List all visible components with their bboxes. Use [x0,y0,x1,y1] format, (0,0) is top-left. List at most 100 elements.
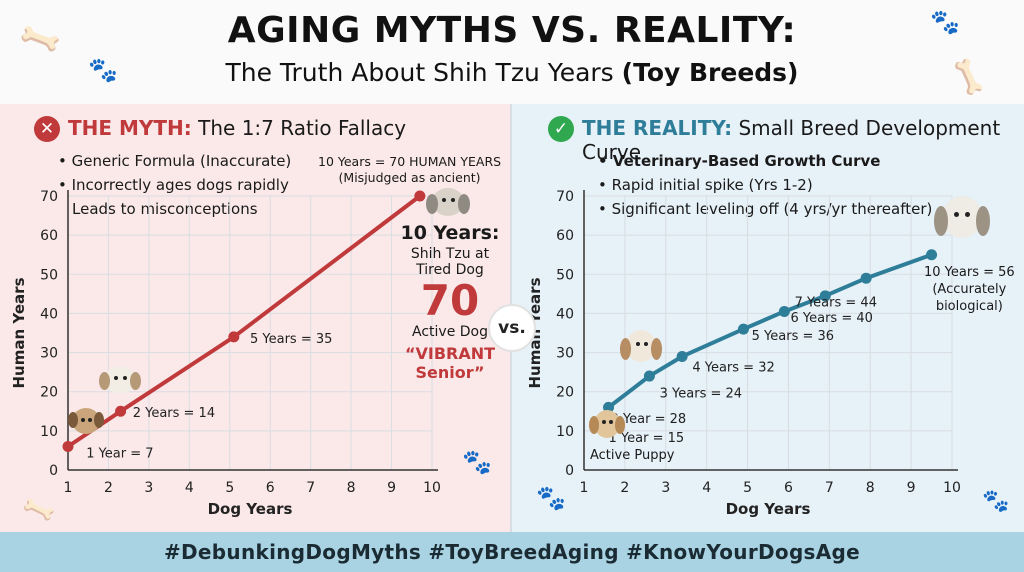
reality-bullet-bold: • Veterinary-Based Growth Curve [598,152,881,170]
x-tick-label: 8 [347,480,356,496]
myth-side-number: 70 [420,276,480,325]
myth-heading: THE MYTH: The 1:7 Ratio Fallacy [68,116,406,140]
data-point [778,305,790,317]
myth-side-quote: “VIBRANT [404,344,496,363]
data-point [676,350,688,362]
myth-side-tired: Tired Dog [416,262,484,278]
y-tick-label: 50 [556,267,574,283]
myth-callout-line2: (Misjudged as ancient) [338,170,481,185]
myth-side-subtitle: Shih Tzu at [410,246,490,262]
data-point [228,331,240,343]
y-tick-label: 70 [40,189,58,205]
y-tick-label: 50 [40,267,58,283]
check-mark-icon: ✓ [548,116,574,142]
reality-callout-line3: biological) [935,299,1003,314]
y-tick-label: 30 [40,346,58,362]
data-point [115,405,127,417]
x-tick-label: 1 [64,480,73,496]
y-tick-label: 60 [40,228,58,244]
page-title: AGING MYTHS VS. REALITY: [227,10,797,51]
x-tick-label: 6 [784,480,793,496]
reality-heading-keyword: THE REALITY: [582,116,733,140]
reality-callout-line1: 10 Years = 56 [924,265,1015,280]
y-tick-label: 20 [556,385,574,401]
data-label: 2 Years = 14 [133,406,215,421]
myth-side-active: Active Dog [412,324,488,340]
data-label: 5 Years = 35 [250,332,332,347]
young-dog-illustration [618,326,662,372]
data-label: 3 Years = 24 [660,387,742,402]
x-tick-label: 3 [144,480,153,496]
vs-badge: vs. [488,304,536,352]
puppy-label: Active Puppy [590,448,675,463]
data-point [860,272,872,284]
myth-note: Leads to misconceptions [72,200,258,218]
x-tick-label: 1 [580,480,589,496]
data-point [414,190,426,202]
x-tick-label: 7 [306,480,315,496]
myth-callout-line1: 10 Years = 70 HUMAN YEARS [318,154,502,169]
x-tick-label: 8 [866,480,875,496]
myth-side-title: 10 Years: [400,222,500,244]
paw-icon: 🐾 [88,56,118,84]
x-tick-label: 6 [266,480,275,496]
x-tick-label: 3 [661,480,670,496]
myth-side-quote: Senior” [415,363,485,382]
myth-bullet: • Generic Formula (Inaccurate) [58,152,292,170]
data-label: 7 Years = 44 [795,295,877,310]
reality-heading-text: Small Breed Development Curve [582,116,1001,164]
y-tick-label: 20 [40,385,58,401]
data-label: 5 Years = 36 [752,329,834,344]
myth-side-summary: 10 Years: Shih Tzu at Tired Dog 70 Activ… [400,222,500,382]
myth-panel: ✕ THE MYTH: The 1:7 Ratio Fallacy • Gene… [0,104,510,532]
y-axis-label: Human Years [10,277,28,388]
puppy-illustration [98,362,142,402]
reality-bullet: • Rapid initial spike (Yrs 1-2) [598,176,813,194]
myth-bullet: • Incorrectly ages dogs rapidly [58,176,289,194]
subtitle-bold: (Toy Breeds) [621,58,799,87]
y-tick-label: 40 [40,306,58,322]
paw-icon: 🐾 [536,485,566,512]
data-label: 2 Year = 28 [611,412,687,427]
x-tick-label: 7 [825,480,834,496]
reality-callout-line2: (Accurately [932,282,1007,297]
x-tick-label: 9 [907,480,916,496]
reality-bullet: • Significant leveling off (4 yrs/yr the… [598,200,933,218]
y-tick-label: 0 [565,463,574,479]
senior-dog-illustration [424,186,472,222]
data-label: 6 Years = 40 [790,311,872,326]
x-tick-label: 10 [943,480,961,496]
y-tick-label: 70 [556,189,574,205]
series-line [607,252,933,409]
small-puppy-illustration [68,404,104,438]
x-tick-label: 10 [423,480,441,496]
x-tick-label: 4 [702,480,711,496]
x-axis-label: Dog Years [726,500,811,518]
reality-callout: 10 Years = 56 (Accurately biological) [924,264,1015,315]
myth-heading-keyword: THE MYTH: [68,116,192,140]
data-point [62,441,74,453]
y-tick-label: 0 [49,463,58,479]
myth-heading-text: The 1:7 Ratio Fallacy [198,116,407,140]
y-tick-label: 10 [40,424,58,440]
page-subtitle: The Truth About Shih Tzu Years (Toy Bree… [0,58,1024,87]
reality-heading: THE REALITY: Small Breed Development Cur… [582,116,1024,164]
reality-panel: ✓ THE REALITY: Small Breed Development C… [512,104,1024,532]
y-tick-label: 60 [556,228,574,244]
data-point [819,290,831,302]
x-axis-label: Dog Years [208,500,293,518]
x-tick-label: 4 [185,480,194,496]
x-tick-label: 2 [104,480,113,496]
puppy-illustration [588,406,626,444]
myth-callout: 10 Years = 70 HUMAN YEARS (Misjudged as … [318,154,501,186]
y-tick-label: 10 [556,424,574,440]
data-label: 1 Year = 15 [609,431,685,446]
data-label: 1 Year = 7 [86,446,153,461]
y-tick-label: 30 [556,346,574,362]
y-tick-label: 40 [556,306,574,322]
x-tick-label: 5 [225,480,234,496]
x-tick-label: 5 [743,480,752,496]
data-point [737,323,749,335]
paw-icon: 🐾 [930,8,960,36]
